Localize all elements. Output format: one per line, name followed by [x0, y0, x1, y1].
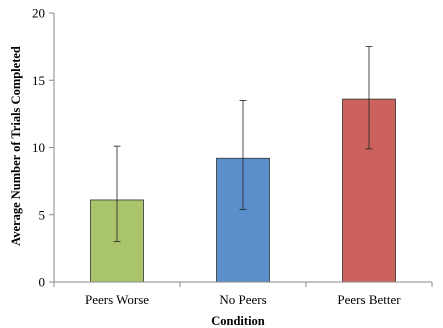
x-ticks: Peers Worse No Peers Peers Better [53, 282, 433, 307]
y-tick-label: 10 [32, 140, 45, 155]
x-tick-label: Peers Worse [85, 292, 149, 307]
y-tick-label: 0 [39, 275, 46, 290]
error-bars-layer [113, 46, 373, 243]
y-ticks: 0 5 10 15 20 [32, 6, 54, 290]
y-axis-title: Average Number of Trials Completed [9, 46, 23, 246]
x-tick-label: Peers Better [337, 292, 401, 307]
y-tick-label: 20 [32, 6, 45, 21]
x-tick-label: No Peers [219, 292, 266, 307]
y-tick-label: 5 [39, 207, 46, 222]
y-tick-label: 15 [32, 73, 45, 88]
x-axis-title: Condition [211, 314, 265, 328]
